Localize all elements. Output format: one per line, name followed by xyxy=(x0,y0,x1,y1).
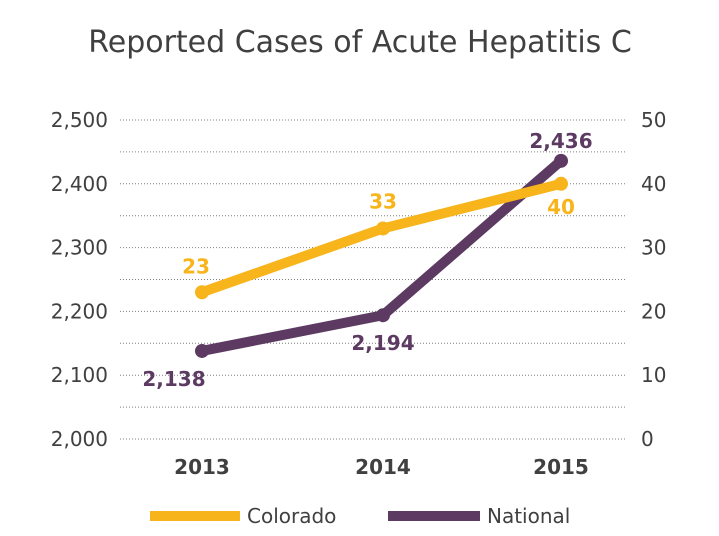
data-labels-national: 2,138 2,194 2,436 xyxy=(142,129,592,391)
right-tick-label: 0 xyxy=(641,427,654,451)
series-points-colorado xyxy=(195,176,568,300)
data-label: 2,194 xyxy=(351,331,414,355)
data-label: 40 xyxy=(547,195,575,219)
data-point xyxy=(195,343,209,358)
data-point xyxy=(195,285,209,300)
data-label: 2,138 xyxy=(142,367,205,391)
data-point xyxy=(554,153,568,168)
x-axis-categories: 2013 2014 2015 xyxy=(174,455,589,479)
category-label: 2013 xyxy=(174,455,230,479)
left-tick-label: 2,500 xyxy=(51,108,108,132)
left-tick-label: 2,400 xyxy=(51,172,108,196)
gridlines xyxy=(120,119,626,440)
chart-title: Reported Cases of Acute Hepatitis C xyxy=(88,25,632,60)
legend: Colorado National xyxy=(150,504,570,528)
series-points-national xyxy=(195,153,568,358)
legend-label-national: National xyxy=(487,504,570,528)
left-tick-label: 2,200 xyxy=(51,299,108,323)
left-tick-label: 2,000 xyxy=(51,427,108,451)
right-axis-ticks: 0 10 20 30 40 50 xyxy=(641,108,666,451)
category-label: 2015 xyxy=(533,455,589,479)
left-axis-ticks: 2,000 2,100 2,200 2,300 2,400 2,500 xyxy=(51,108,108,451)
data-labels-colorado: 23 33 40 xyxy=(182,189,575,278)
category-label: 2014 xyxy=(355,455,411,479)
data-label: 33 xyxy=(369,189,397,213)
data-point xyxy=(554,176,568,191)
right-tick-label: 20 xyxy=(641,299,666,323)
data-point xyxy=(376,221,390,236)
right-tick-label: 10 xyxy=(641,363,666,387)
data-point xyxy=(376,308,390,323)
right-tick-label: 30 xyxy=(641,236,666,260)
legend-label-colorado: Colorado xyxy=(247,504,336,528)
data-label: 2,436 xyxy=(529,129,592,153)
left-tick-label: 2,100 xyxy=(51,363,108,387)
right-tick-label: 50 xyxy=(641,108,666,132)
right-tick-label: 40 xyxy=(641,172,666,196)
data-label: 23 xyxy=(182,254,210,278)
left-tick-label: 2,300 xyxy=(51,236,108,260)
